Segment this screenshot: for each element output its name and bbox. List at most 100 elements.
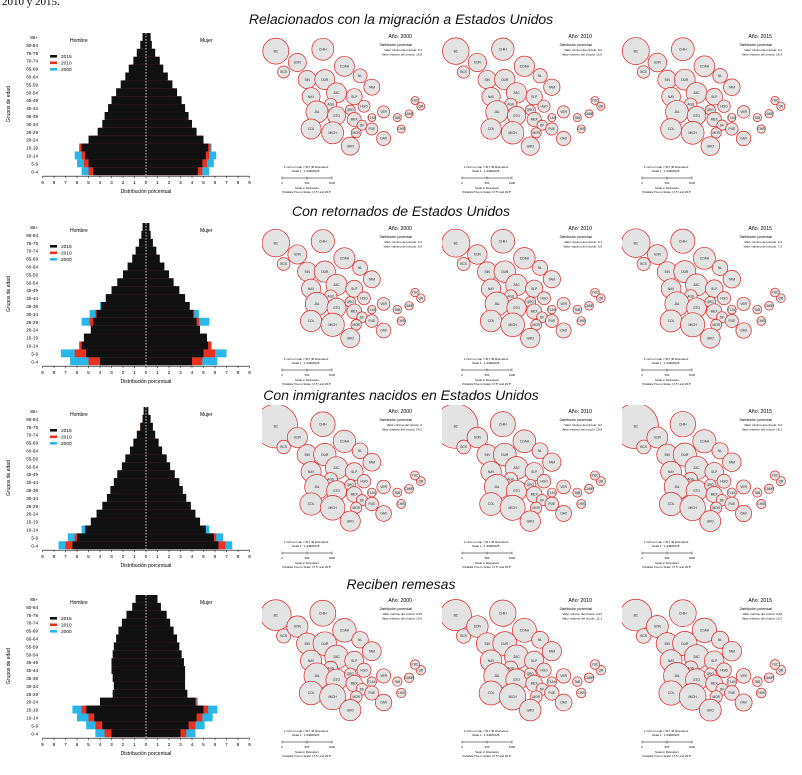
state-bubble bbox=[622, 598, 653, 632]
state-label: GTO bbox=[333, 306, 340, 310]
hombre-label: Hombre bbox=[70, 412, 88, 418]
state-label: GRO bbox=[347, 519, 355, 523]
legend-label-2015: 2015 bbox=[61, 428, 72, 434]
state-label: TAM bbox=[729, 649, 736, 653]
bar-men-2015 bbox=[86, 705, 146, 714]
x-tick-label: 7 bbox=[64, 180, 67, 186]
state-bubble bbox=[670, 228, 696, 254]
map-parallels: Parallels True to Scale: 17.5° and 29.5° bbox=[283, 565, 332, 569]
state-label: SLP bbox=[531, 287, 537, 291]
state-label: MICH bbox=[509, 323, 518, 327]
state-label: GRO bbox=[707, 519, 715, 523]
bar-men-2015 bbox=[121, 618, 146, 627]
bar-men-2015 bbox=[135, 246, 146, 255]
bar-women-2015 bbox=[146, 666, 186, 674]
state-bubble bbox=[699, 510, 722, 532]
state-bubble bbox=[392, 113, 402, 122]
state-label: OAX bbox=[740, 701, 748, 705]
state-label: BC bbox=[634, 241, 639, 245]
age-tick-label: 50-54 bbox=[26, 280, 38, 285]
bar-women-2015 bbox=[146, 48, 156, 57]
map-scale-tick-label: 500 bbox=[665, 373, 670, 377]
pyramid-chart-2: 0-4 5-9 10-14 15-19 20-24 25-29 30-34 35-39 40-4… bbox=[6, 223, 251, 385]
state-bubble bbox=[356, 662, 372, 678]
age-tick-label: 60-64 bbox=[26, 74, 38, 79]
state-label: GTO bbox=[513, 306, 520, 310]
state-label: BC bbox=[634, 49, 639, 53]
map-scale-tick-label: 500 bbox=[485, 181, 490, 185]
state-label: HGO bbox=[540, 104, 548, 108]
age-tick-label: 15-19 bbox=[26, 146, 38, 151]
map-parallels: Parallels True to Scale: 17.5° and 29.5° bbox=[643, 190, 692, 194]
map-dist-label: Distribución porcentual bbox=[740, 43, 773, 47]
state-label: SLP bbox=[351, 659, 357, 663]
state-label: DF bbox=[720, 123, 724, 127]
state-label: BCS bbox=[640, 262, 647, 266]
state-label: CHIH bbox=[319, 239, 327, 243]
state-bubble bbox=[545, 314, 559, 328]
state-bubble bbox=[770, 95, 780, 106]
x-tick-label: 6 bbox=[76, 742, 79, 748]
state-label: SON bbox=[294, 253, 302, 257]
map-year: Año: 2010 bbox=[568, 409, 592, 415]
state-label: JAL bbox=[674, 674, 680, 678]
x-tick-label: 3 bbox=[110, 554, 113, 560]
state-label: CHIS bbox=[397, 319, 405, 323]
state-label: NL bbox=[718, 638, 722, 642]
state-bubble bbox=[721, 641, 742, 662]
state-bubble bbox=[416, 293, 426, 303]
bar-men-2015 bbox=[118, 626, 146, 635]
bar-men-2015 bbox=[133, 56, 146, 65]
state-bubble bbox=[596, 293, 606, 303]
state-label: CHIH bbox=[319, 422, 327, 426]
state-label: CAMP bbox=[404, 676, 413, 680]
bar-men-2015 bbox=[117, 278, 146, 287]
state-bubble bbox=[544, 685, 560, 701]
state-bubble bbox=[501, 121, 525, 145]
state-bubble bbox=[735, 130, 752, 147]
bar-women-2015 bbox=[146, 674, 186, 682]
state-bubble bbox=[362, 641, 382, 661]
x-tick-label: 1 bbox=[133, 742, 136, 748]
state-label: TLAX bbox=[368, 308, 377, 312]
map-scale-tick-label: 1000 bbox=[689, 181, 696, 185]
x-tick-label: 6 bbox=[214, 180, 217, 186]
age-tick-label: 80-84 bbox=[26, 43, 38, 48]
bar-men-2015 bbox=[93, 167, 146, 176]
bar-women-2015 bbox=[146, 72, 168, 81]
x-tick-label: 7 bbox=[225, 554, 228, 560]
map-scale-tick-label: 1000 bbox=[509, 556, 516, 560]
state-bubble bbox=[693, 55, 716, 78]
bar-women-2015 bbox=[146, 246, 157, 255]
state-label: NAY bbox=[668, 95, 675, 99]
bar-women-2015 bbox=[146, 595, 158, 603]
bar-men-2015 bbox=[102, 501, 146, 510]
hombre-label: Hombre bbox=[70, 38, 88, 44]
state-bubble bbox=[376, 297, 391, 311]
state-label: BCS bbox=[640, 70, 647, 74]
state-bubble bbox=[409, 659, 421, 670]
state-bubble bbox=[544, 496, 560, 512]
x-tick-label: 0 bbox=[145, 180, 148, 186]
bar-men-2015 bbox=[136, 430, 146, 439]
state-label: ZAC bbox=[333, 283, 340, 287]
state-label: ZAC bbox=[333, 655, 340, 659]
age-tick-label: 55-59 bbox=[26, 272, 38, 277]
map-year: Año: 2010 bbox=[568, 598, 592, 604]
map-scale-line2: Scale 1 : 1:34680125 bbox=[652, 169, 680, 173]
state-label: SON bbox=[654, 625, 662, 629]
state-label: HGO bbox=[360, 296, 368, 300]
age-tick-label: 60-64 bbox=[26, 264, 38, 269]
bar-men-2015 bbox=[128, 64, 146, 73]
x-tick-label: 8 bbox=[237, 370, 240, 376]
state-bubble bbox=[723, 78, 741, 96]
bar-women-2015 bbox=[146, 634, 178, 643]
state-label: SLP bbox=[531, 470, 537, 474]
state-bubble bbox=[717, 291, 731, 306]
state-bubble bbox=[333, 247, 356, 270]
state-bubble bbox=[491, 37, 515, 61]
state-label: NAY bbox=[308, 470, 315, 474]
state-label: ZAC bbox=[513, 655, 520, 659]
state-label: BC bbox=[274, 49, 279, 53]
x-tick-label: 5 bbox=[202, 742, 205, 748]
